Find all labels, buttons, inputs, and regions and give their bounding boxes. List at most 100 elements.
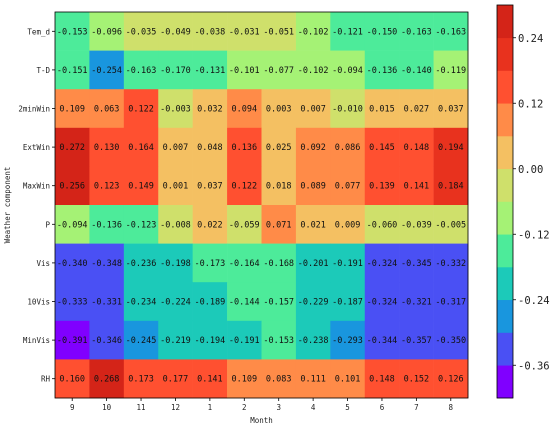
heatmap-cell <box>227 12 262 51</box>
x-tick-label: 10 <box>102 403 112 412</box>
heatmap-cell <box>158 282 193 322</box>
heatmap-cell <box>399 166 434 206</box>
cell-value-label: -0.136 <box>367 66 398 76</box>
cell-value-label: 0.101 <box>335 375 361 385</box>
y-tick-label: Vis <box>36 259 50 268</box>
heatmap-cell <box>123 166 159 206</box>
heatmap-cell <box>295 50 331 90</box>
cell-value-label: 0.037 <box>438 105 464 115</box>
y-tick-label: MinVis <box>23 336 50 345</box>
heatmap-cell <box>330 50 366 90</box>
cell-value-label: 0.123 <box>94 182 120 192</box>
colorbar-segment <box>497 267 513 301</box>
heatmap-cell-labels: -0.153 -0.096 -0.035 -0.049 -0.038 -0.031 -0.0… <box>57 27 466 384</box>
heatmap-cell <box>192 166 228 206</box>
heatmap-cell <box>261 127 297 167</box>
x-tick-label: 1 <box>208 403 213 412</box>
heatmap-cell <box>261 359 297 399</box>
cell-value-label: -0.151 <box>57 66 88 76</box>
cell-value-label: 0.122 <box>231 182 257 192</box>
x-tick-label: 12 <box>171 403 180 412</box>
cell-value-label: -0.345 <box>401 259 432 269</box>
cell-value-label: -0.153 <box>263 336 294 346</box>
cell-value-label: -0.293 <box>332 336 363 346</box>
cell-value-label: -0.144 <box>229 298 260 308</box>
cell-value-label: 0.021 <box>300 220 326 230</box>
cell-value-label: -0.008 <box>160 220 191 230</box>
cell-value-label: -0.131 <box>195 66 226 76</box>
cell-value-label: 0.086 <box>335 143 361 153</box>
cell-value-label: -0.102 <box>298 27 329 37</box>
cell-value-label: 0.001 <box>163 182 189 192</box>
cell-value-label: 0.139 <box>369 182 395 192</box>
cell-value-label: 0.152 <box>404 375 430 385</box>
heatmap-cell <box>330 320 366 360</box>
plot-frame <box>54 11 469 399</box>
colorbar-tick-label: -0.24 <box>518 295 550 307</box>
cell-value-label: -0.121 <box>332 27 363 37</box>
cell-value-label: 0.027 <box>404 105 430 115</box>
heatmap-cell <box>295 166 331 206</box>
cell-value-label: 0.022 <box>197 220 223 230</box>
cell-value-label: 0.126 <box>438 375 464 385</box>
cell-value-label: -0.234 <box>126 298 157 308</box>
cell-value-label: 0.122 <box>128 105 154 115</box>
cell-value-label: -0.245 <box>126 336 157 346</box>
cell-value-label: 0.130 <box>94 143 120 153</box>
colorbar-segment <box>497 5 513 39</box>
heatmap-cell <box>55 166 90 206</box>
colorbar-tick-label: 0.12 <box>518 98 543 110</box>
heatmap-cell <box>227 282 262 322</box>
x-tick-label: 4 <box>311 403 316 412</box>
heatmap-cell <box>89 127 125 167</box>
cell-value-label: 0.048 <box>197 143 223 153</box>
cell-value-label: 0.063 <box>94 105 120 115</box>
cell-value-label: 0.184 <box>438 182 464 192</box>
heatmap-cell <box>158 89 193 129</box>
heatmap-cell <box>433 282 469 322</box>
cell-value-label: -0.003 <box>160 105 191 115</box>
cell-value-label: -0.094 <box>57 220 88 230</box>
cell-value-label: 0.194 <box>438 143 464 153</box>
heatmap-cell <box>89 205 125 244</box>
heatmap-cell <box>227 205 262 244</box>
heatmap-cell <box>123 282 159 322</box>
heatmap-cell <box>399 243 434 283</box>
heatmap-cell <box>261 12 297 51</box>
cell-value-label: 0.136 <box>231 143 257 153</box>
cell-value-label: -0.123 <box>126 220 157 230</box>
y-tick-label: P <box>45 220 50 229</box>
cell-value-label: -0.096 <box>91 27 122 37</box>
heatmap-cell <box>399 89 434 129</box>
heatmap-cell <box>158 243 193 283</box>
cell-value-label: -0.035 <box>126 27 157 37</box>
x-tick-label: 8 <box>449 403 454 412</box>
y-tick-label: T-D <box>36 66 50 75</box>
cell-value-label: 0.109 <box>231 375 257 385</box>
colorbar-segment <box>497 168 513 202</box>
heatmap-cell <box>433 50 469 90</box>
y-tick-label: MaxWin <box>23 182 50 191</box>
cell-value-label: -0.077 <box>263 66 294 76</box>
cell-value-label: -0.153 <box>57 27 88 37</box>
heatmap-cell <box>89 359 125 399</box>
heatmap-cell <box>158 320 193 360</box>
cell-value-label: 0.077 <box>335 182 361 192</box>
cell-value-label: 0.009 <box>335 220 361 230</box>
heatmap-cell <box>295 127 331 167</box>
heatmap-cell <box>261 89 297 129</box>
cell-value-label: -0.391 <box>57 336 88 346</box>
heatmap-cell <box>261 282 297 322</box>
heatmap-cell <box>55 127 90 167</box>
heatmap-cell <box>192 205 228 244</box>
cell-value-label: -0.340 <box>57 259 88 269</box>
heatmap-cell <box>158 205 193 244</box>
cell-value-label: -0.187 <box>332 298 363 308</box>
cell-value-label: -0.201 <box>298 259 329 269</box>
heatmap-cell <box>433 320 469 360</box>
heatmap-cell <box>55 282 90 322</box>
cell-value-label: -0.194 <box>195 336 226 346</box>
heatmap-cell <box>192 12 228 51</box>
y-tick-label: ExtWin <box>23 143 50 152</box>
